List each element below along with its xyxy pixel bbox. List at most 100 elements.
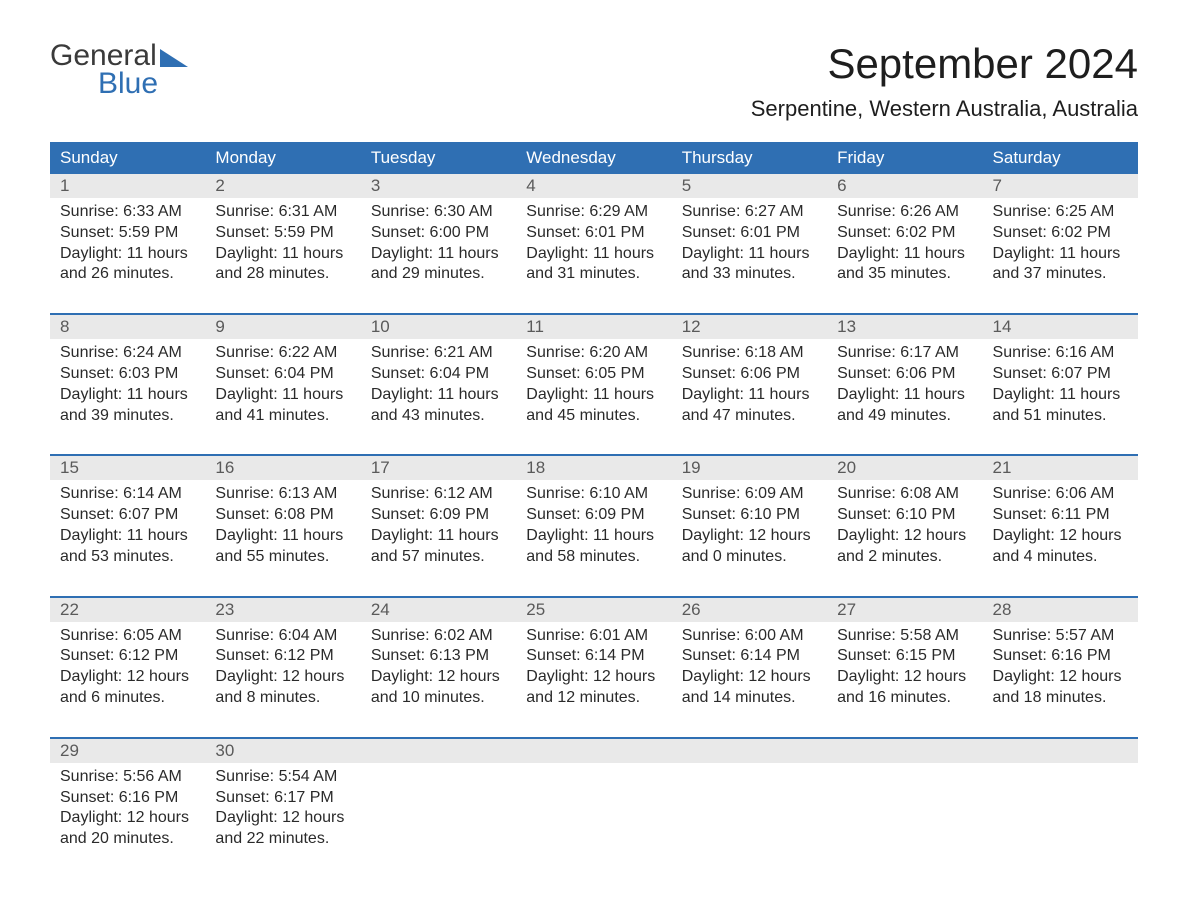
day-cell: 9Sunrise: 6:22 AMSunset: 6:04 PMDaylight… (205, 315, 360, 436)
sunrise-text: Sunrise: 6:09 AM (682, 484, 817, 505)
day-body: Sunrise: 6:01 AMSunset: 6:14 PMDaylight:… (526, 626, 661, 709)
sunrise-text: Sunrise: 6:05 AM (60, 626, 195, 647)
sunset-text: Sunset: 6:12 PM (60, 646, 195, 667)
week-row: 29 Sunrise: 5:56 AMSunset: 6:16 PMDayligh… (50, 737, 1138, 860)
daylight-text: Daylight: 11 hours and 26 minutes. (60, 244, 195, 286)
day-cell (983, 739, 1138, 860)
sunrise-text: Sunrise: 5:57 AM (993, 626, 1128, 647)
sunrise-text: Sunrise: 6:31 AM (215, 202, 350, 223)
day-body: Sunrise: 6:10 AMSunset: 6:09 PMDaylight:… (526, 484, 661, 567)
dow-cell: Saturday (983, 142, 1138, 174)
sunset-text: Sunset: 6:02 PM (837, 223, 972, 244)
day-number: 18 (516, 456, 671, 480)
sunrise-text: Sunrise: 6:17 AM (837, 343, 972, 364)
sunset-text: Sunset: 6:08 PM (215, 505, 350, 526)
day-body: Sunrise: 6:12 AMSunset: 6:09 PMDaylight:… (371, 484, 506, 567)
sunrise-text: Sunrise: 6:08 AM (837, 484, 972, 505)
day-number: 14 (983, 315, 1138, 339)
day-body: Sunrise: 5:56 AMSunset: 6:16 PMDaylight:… (60, 767, 195, 850)
day-body: Sunrise: 6:26 AMSunset: 6:02 PMDaylight:… (837, 202, 972, 285)
sunrise-text: Sunrise: 6:00 AM (682, 626, 817, 647)
day-number-empty (361, 739, 516, 763)
day-number: 2 (205, 174, 360, 198)
daylight-text: Daylight: 11 hours and 29 minutes. (371, 244, 506, 286)
sunrise-text: Sunrise: 5:58 AM (837, 626, 972, 647)
day-cell: 7 Sunrise: 6:25 AMSunset: 6:02 PMDaylight… (983, 174, 1138, 295)
sunrise-text: Sunrise: 6:06 AM (993, 484, 1128, 505)
sunset-text: Sunset: 6:06 PM (837, 364, 972, 385)
day-cell: 30Sunrise: 5:54 AMSunset: 6:17 PMDayligh… (205, 739, 360, 860)
daylight-text: Daylight: 12 hours and 0 minutes. (682, 526, 817, 568)
title-block: September 2024 Serpentine, Western Austr… (751, 40, 1138, 136)
daylight-text: Daylight: 12 hours and 6 minutes. (60, 667, 195, 709)
day-number-empty (827, 739, 982, 763)
week-row: 22Sunrise: 6:05 AMSunset: 6:12 PMDayligh… (50, 596, 1138, 719)
day-cell: 18 Sunrise: 6:10 AMSunset: 6:09 PMDayligh… (516, 456, 671, 577)
sunset-text: Sunset: 6:14 PM (682, 646, 817, 667)
day-cell (672, 739, 827, 860)
day-cell: 11Sunrise: 6:20 AMSunset: 6:05 PMDayligh… (516, 315, 671, 436)
day-cell: 8Sunrise: 6:24 AMSunset: 6:03 PMDaylight… (50, 315, 205, 436)
day-number: 9 (205, 315, 360, 339)
day-cell (361, 739, 516, 860)
day-cell: 19Sunrise: 6:09 AMSunset: 6:10 PMDayligh… (672, 456, 827, 577)
day-body: Sunrise: 6:02 AMSunset: 6:13 PMDaylight:… (371, 626, 506, 709)
day-body: Sunrise: 5:57 AMSunset: 6:16 PMDaylight:… (993, 626, 1128, 709)
day-number: 1 (50, 174, 205, 198)
day-number: 29 (50, 739, 205, 763)
day-number: 5 (672, 174, 827, 198)
day-cell (516, 739, 671, 860)
day-body: Sunrise: 6:24 AMSunset: 6:03 PMDaylight:… (60, 343, 195, 426)
sunrise-text: Sunrise: 6:13 AM (215, 484, 350, 505)
sunrise-text: Sunrise: 6:22 AM (215, 343, 350, 364)
sunrise-text: Sunrise: 6:20 AM (526, 343, 661, 364)
day-body: Sunrise: 6:05 AMSunset: 6:12 PMDaylight:… (60, 626, 195, 709)
daylight-text: Daylight: 11 hours and 33 minutes. (682, 244, 817, 286)
day-cell: 28 Sunrise: 5:57 AMSunset: 6:16 PMDayligh… (983, 598, 1138, 719)
sunrise-text: Sunrise: 5:56 AM (60, 767, 195, 788)
sunset-text: Sunset: 5:59 PM (215, 223, 350, 244)
day-number: 15 (50, 456, 205, 480)
day-cell: 29 Sunrise: 5:56 AMSunset: 6:16 PMDayligh… (50, 739, 205, 860)
sunset-text: Sunset: 6:15 PM (837, 646, 972, 667)
daylight-text: Daylight: 11 hours and 37 minutes. (993, 244, 1128, 286)
daylight-text: Daylight: 12 hours and 22 minutes. (215, 808, 350, 850)
day-cell: 2Sunrise: 6:31 AMSunset: 5:59 PMDaylight… (205, 174, 360, 295)
sunset-text: Sunset: 6:04 PM (215, 364, 350, 385)
daylight-text: Daylight: 11 hours and 57 minutes. (371, 526, 506, 568)
day-cell (827, 739, 982, 860)
sunrise-text: Sunrise: 6:29 AM (526, 202, 661, 223)
sunrise-text: Sunrise: 6:33 AM (60, 202, 195, 223)
day-cell: 1Sunrise: 6:33 AMSunset: 5:59 PMDaylight… (50, 174, 205, 295)
day-number: 24 (361, 598, 516, 622)
sunset-text: Sunset: 6:01 PM (526, 223, 661, 244)
day-cell: 17Sunrise: 6:12 AMSunset: 6:09 PMDayligh… (361, 456, 516, 577)
sunset-text: Sunset: 6:11 PM (993, 505, 1128, 526)
day-body: Sunrise: 6:18 AMSunset: 6:06 PMDaylight:… (682, 343, 817, 426)
sunrise-text: Sunrise: 6:10 AM (526, 484, 661, 505)
sunrise-text: Sunrise: 6:25 AM (993, 202, 1128, 223)
day-number: 19 (672, 456, 827, 480)
daylight-text: Daylight: 11 hours and 55 minutes. (215, 526, 350, 568)
day-body: Sunrise: 6:08 AMSunset: 6:10 PMDaylight:… (837, 484, 972, 567)
day-number: 7 (983, 174, 1138, 198)
day-number: 11 (516, 315, 671, 339)
day-number: 21 (983, 456, 1138, 480)
day-number: 26 (672, 598, 827, 622)
day-number: 23 (205, 598, 360, 622)
sunrise-text: Sunrise: 6:04 AM (215, 626, 350, 647)
day-number: 6 (827, 174, 982, 198)
daylight-text: Daylight: 12 hours and 16 minutes. (837, 667, 972, 709)
sunset-text: Sunset: 6:02 PM (993, 223, 1128, 244)
day-body: Sunrise: 6:17 AMSunset: 6:06 PMDaylight:… (837, 343, 972, 426)
day-cell: 26Sunrise: 6:00 AMSunset: 6:14 PMDayligh… (672, 598, 827, 719)
sunset-text: Sunset: 6:13 PM (371, 646, 506, 667)
dow-cell: Sunday (50, 142, 205, 174)
sunrise-text: Sunrise: 6:02 AM (371, 626, 506, 647)
day-cell: 12Sunrise: 6:18 AMSunset: 6:06 PMDayligh… (672, 315, 827, 436)
day-number: 28 (983, 598, 1138, 622)
day-body: Sunrise: 5:54 AMSunset: 6:17 PMDaylight:… (215, 767, 350, 850)
dow-header-row: Sunday Monday Tuesday Wednesday Thursday… (50, 142, 1138, 174)
day-number: 16 (205, 456, 360, 480)
brand-logo: General Blue (50, 40, 188, 99)
